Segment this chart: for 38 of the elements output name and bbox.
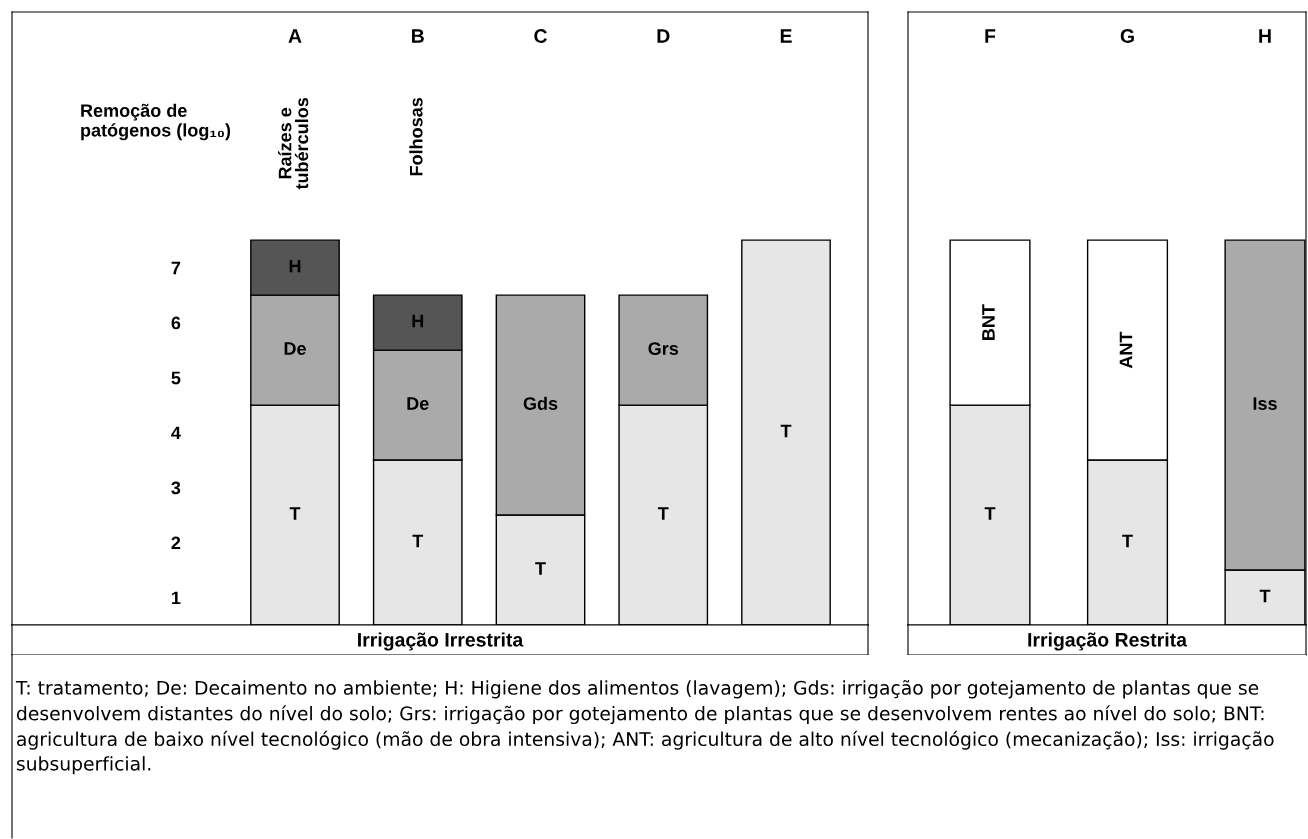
series-label: Iss [1253,397,1277,410]
y-tick-label: 6 [171,316,181,330]
text: T [984,507,996,520]
annotation: Raízes e tubérculos [278,97,309,190]
y-tick-label: 5 [171,371,181,385]
x-axis-title: Irrigação Irrestrita [358,632,524,651]
y-tick-label: 3 [171,481,181,495]
text: T [780,424,792,438]
x-tick-label: D [657,29,670,43]
y-tick-label: 7 [171,261,181,275]
series-label: T [289,507,301,520]
text: T [1122,534,1133,548]
y-axis-title: Remoção de patógenos (log₁₀) [81,103,231,141]
y-tick-label: 1 [172,591,181,605]
series-label: De [284,342,306,355]
text: T [412,534,424,548]
text: T: tratamento; De: Decaimento no ambiente; H: Higiene dos alimentos (lavagem); Gds: irrigação por gotejamento de plantas que se desenvolvem distantes do nível do solo; Grs: irrigação por gotejamento de plantas que se desenvolvem rentes ao nível do solo; BNT: agricultura de baixo nível tecnológico (mão de obra intensiva); ANT: agricultura de alto nível tecnológico (mecanização); Iss: irrigação subsuperficial. [15,680,1274,775]
text: T [535,562,546,575]
y-tick-label: 2 [171,536,181,550]
series-label: T [1259,589,1271,603]
series-label: Grs [648,342,679,355]
x-axis-title: Irrigação Restrita [1028,632,1188,651]
x-tick-label: F [985,29,996,43]
x-tick-label: C [534,29,547,43]
annotation: Folhosas [409,97,423,176]
x-tick-label: A [288,29,302,43]
y-tick-label: 4 [171,426,181,440]
x-tick-label: E [780,29,792,43]
series-label: BNT [982,304,995,340]
series-label: ANT [1119,331,1133,369]
x-tick-label: G [1120,29,1134,43]
series-label: Gds [523,396,558,410]
text: De [407,397,429,410]
text: H [412,314,424,328]
text: T [657,507,669,520]
x-tick-label: B [412,29,424,43]
x-tick-label: H [1259,29,1271,43]
series-label: H [289,259,301,273]
